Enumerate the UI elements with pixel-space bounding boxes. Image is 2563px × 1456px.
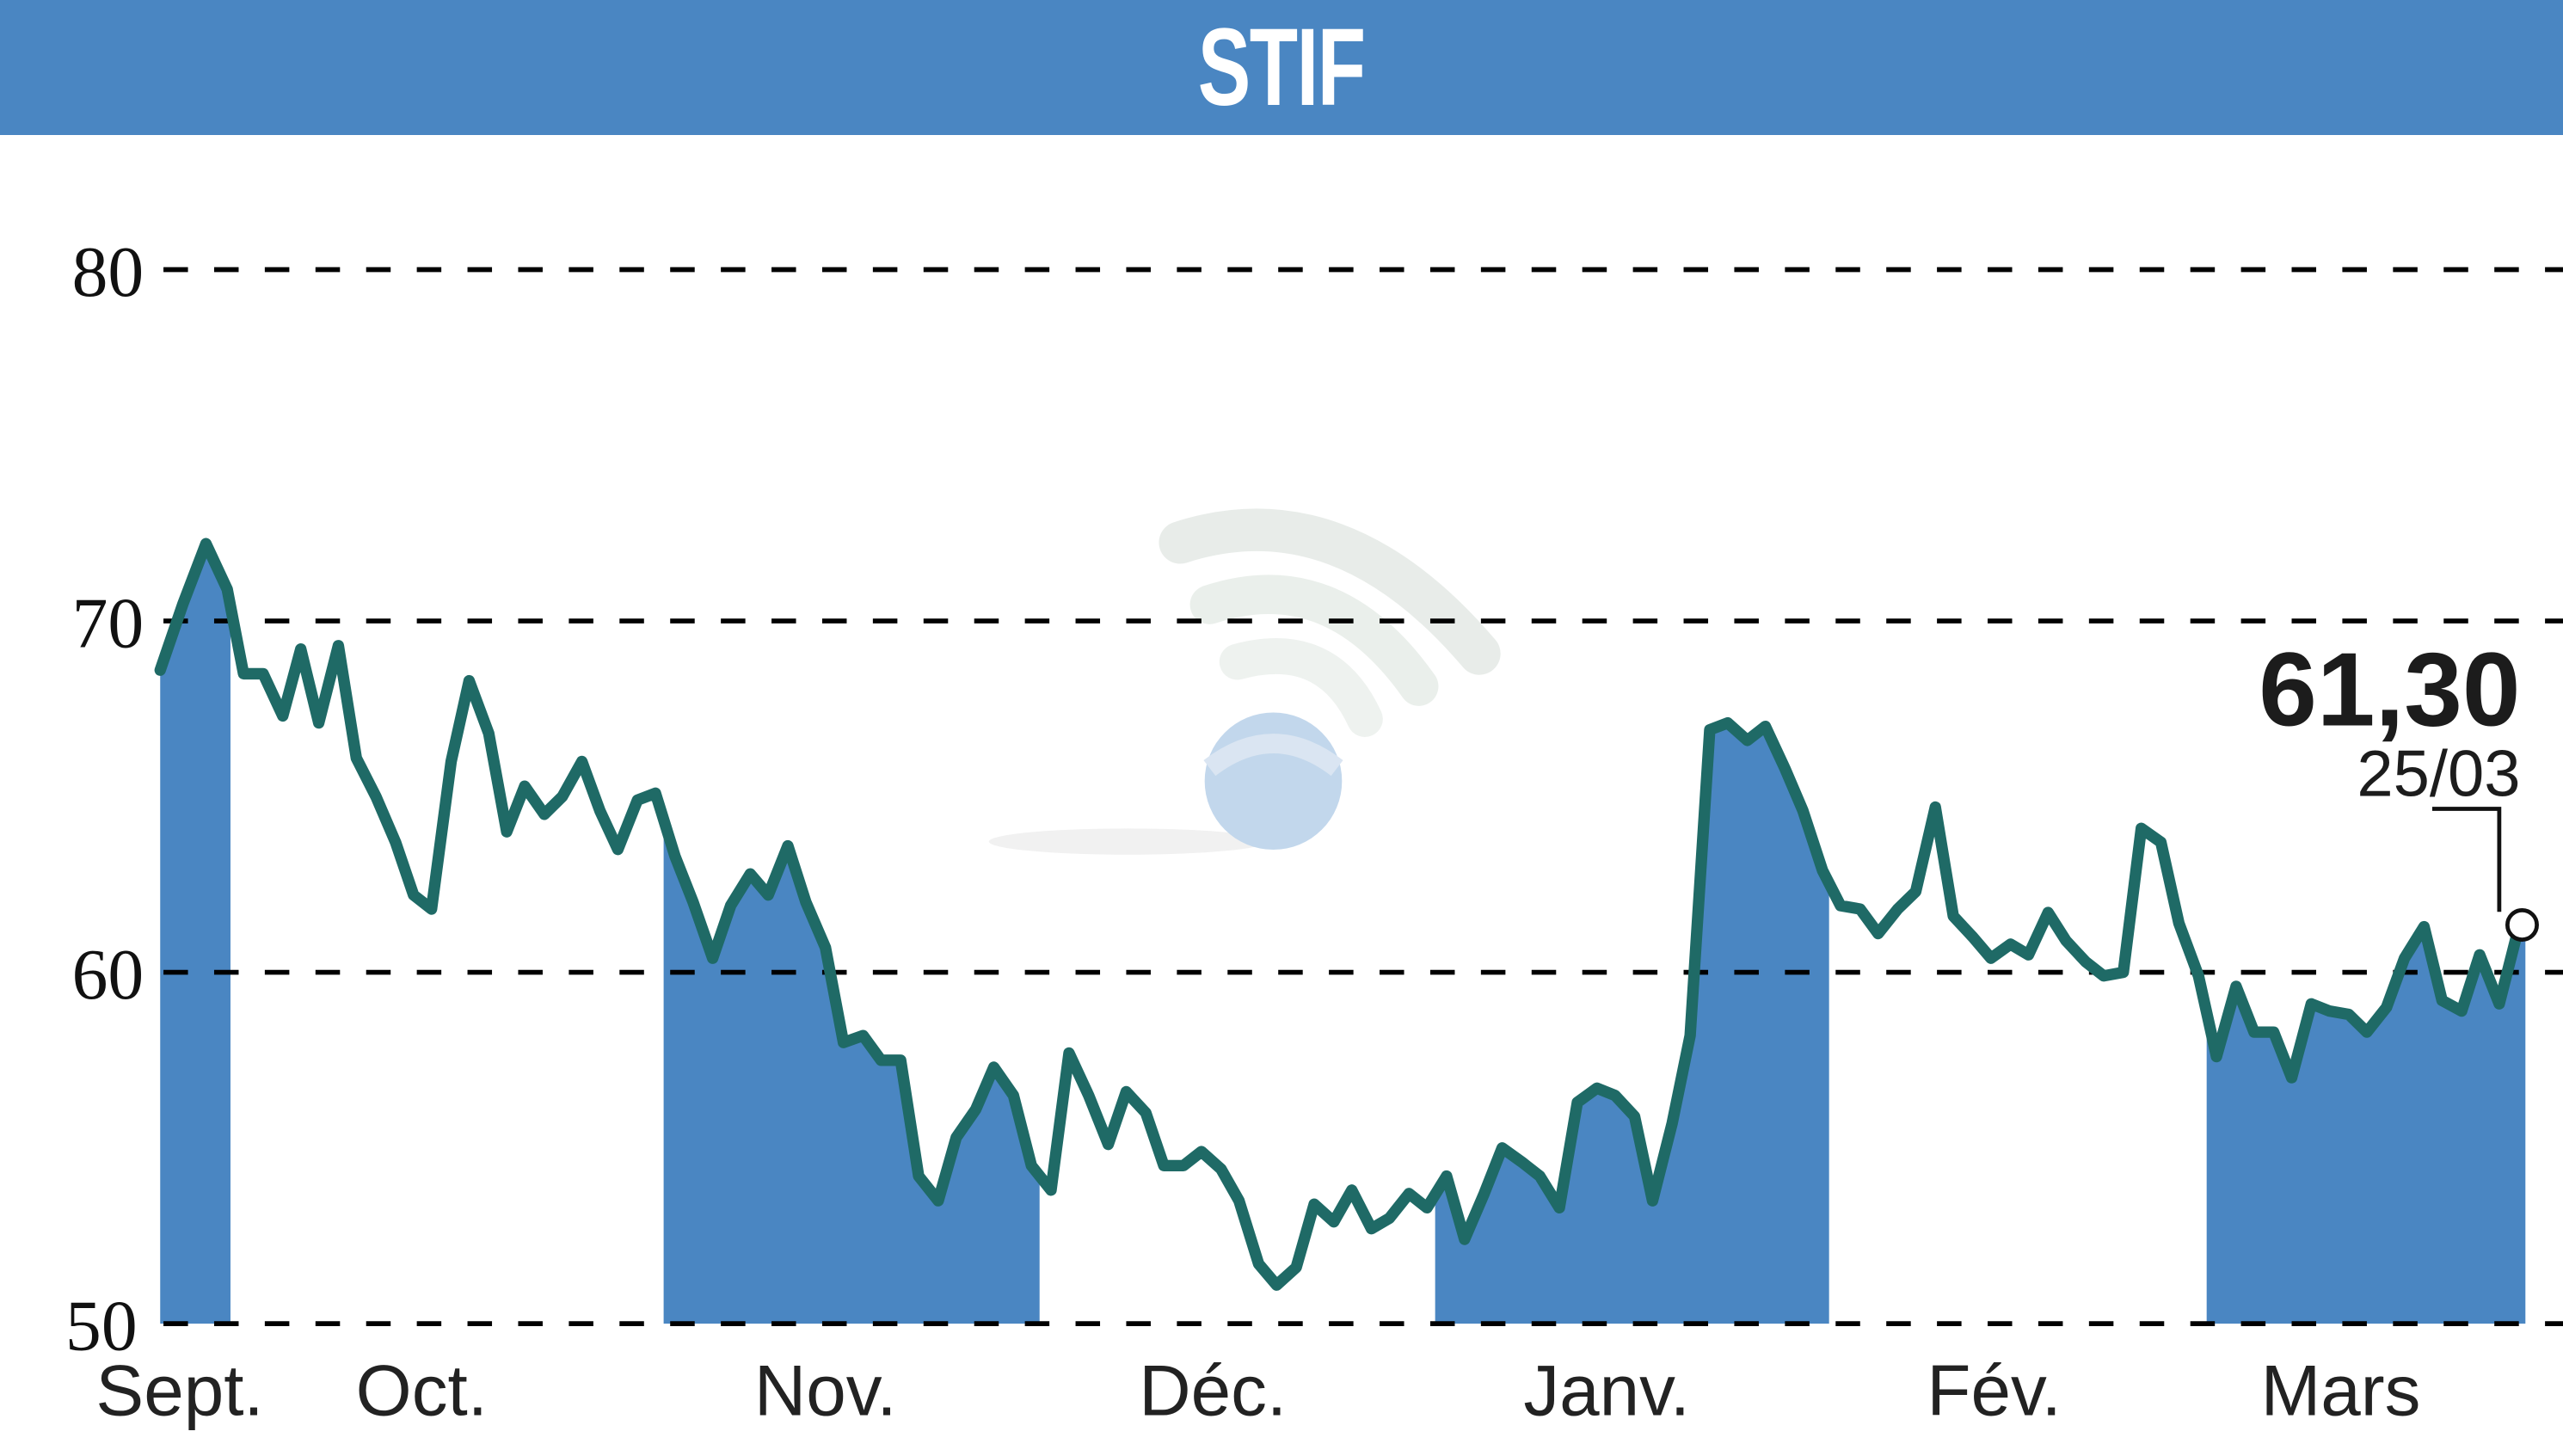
xtick-sept: Sept. (95, 1350, 263, 1431)
xtick-fev: Fév. (1927, 1350, 2061, 1431)
chart-header: STIF (0, 0, 2563, 135)
month-band (160, 544, 230, 1324)
xtick-nov: Nov. (754, 1350, 897, 1431)
xtick-oct: Oct. (356, 1350, 488, 1431)
y-axis: 80 70 60 50 (65, 232, 144, 1367)
price-line (154, 538, 2525, 1291)
last-date: 25/03 (2357, 737, 2520, 810)
watermark-logo-icon (988, 508, 1501, 855)
month-band (663, 819, 1040, 1324)
xtick-janv: Janv. (1523, 1350, 1690, 1431)
x-axis: Sept. Oct. Nov. Déc. Janv. Fév. Mars (95, 1350, 2420, 1431)
ytick-70: 70 (72, 583, 144, 663)
last-value: 61,30 (2259, 631, 2520, 748)
ytick-80: 80 (72, 232, 144, 312)
xtick-mars: Mars (2261, 1350, 2421, 1431)
month-band (1435, 722, 1829, 1324)
gridlines (163, 267, 2563, 1326)
last-value-annotation: 61,30 25/03 (2259, 631, 2539, 942)
ytick-50: 50 (65, 1287, 138, 1367)
ytick-60: 60 (72, 935, 144, 1015)
last-point-marker-icon (2505, 907, 2539, 942)
month-band (2206, 926, 2526, 1324)
xtick-dec: Déc. (1139, 1350, 1287, 1431)
chart-title: STIF (1198, 5, 1366, 129)
